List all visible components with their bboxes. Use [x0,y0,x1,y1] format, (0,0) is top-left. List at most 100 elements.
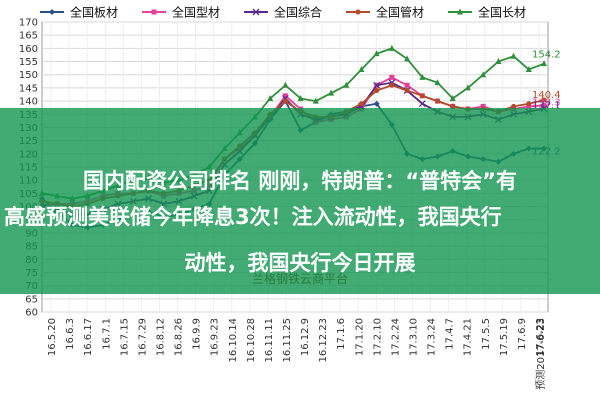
legend: 全国板材 全国型材 全国综合 全国管材 全国长材 [40,5,526,20]
end-value-label: 137.1 [532,101,561,112]
y-tick-label: 150 [19,70,38,81]
data-point [389,82,395,88]
y-tick-label: 60 [25,308,38,319]
x-tick-label: 17.4.7 [445,318,456,350]
x-tick-label: 16.9.23 [210,318,221,356]
data-point [525,65,532,72]
data-point [328,89,335,96]
data-point [267,94,274,101]
data-point [358,101,364,107]
x-tick-label: 17.1.20 [354,318,365,356]
x-tick-label: 16.6.3 [65,318,76,350]
y-tick-label: 160 [19,44,38,55]
x-tick-label: 16.8.12 [155,318,166,356]
legend-item-0: 全国板材 [40,5,118,20]
data-point [450,103,456,109]
data-point [480,103,486,109]
data-point [252,8,260,16]
x-tick-label: 17.2.24 [390,318,401,356]
data-point [49,9,55,15]
legend-item-4: 全国长材 [448,5,526,20]
x-tick-label: 16.6.17 [83,318,94,356]
x-tick-label: 17.3.10 [408,318,419,356]
data-point [419,93,425,99]
x-tick-label: 17.1.6 [336,318,347,350]
y-tick-label: 155 [19,57,38,68]
data-point [389,74,395,80]
data-point [495,58,502,65]
data-point [373,50,380,57]
overlay-line-3: 动性，我国央行今日开展 [184,251,416,275]
legend-label: 全国板材 [70,5,118,20]
x-tick-label: 17.5.5 [481,318,492,350]
data-point [282,81,289,88]
data-point [449,94,456,101]
x-tick-label: 16.10.14 [228,318,239,363]
data-point [373,81,381,89]
data-point [511,103,517,109]
data-point [374,88,380,94]
legend-label: 全国型材 [172,5,220,20]
legend-item-3: 全国管材 [346,5,424,20]
data-point [151,9,157,15]
x-tick-label: 17.4.21 [463,318,474,356]
data-point [541,97,547,103]
overlay-banner: 国内配资公司排名 刚刚，特朗普：“普特会”有 高盛预测美联储今年降息3次！注入流… [0,108,600,294]
overlay-line-2: 高盛预测美联储今年降息3次！注入流动性，我国央行 [4,205,502,229]
data-point [526,101,532,107]
legend-item-2: 全国综合 [244,5,322,20]
x-tick-label: 16.10.28 [246,318,257,363]
x-tick-label: 16.7.29 [137,318,148,356]
data-point [388,44,395,51]
x-tick-label-forecast: 预测2017-6-23 [534,318,547,390]
data-point [419,73,426,80]
end-value-label: 140.4 [532,90,561,101]
end-value-label: 138.3 [532,98,561,109]
legend-label: 全国管材 [376,5,424,20]
watermark: 兰格钢铁云商平台 [251,272,348,286]
data-point [510,52,517,59]
x-tick-label: 16.9.9 [192,318,203,350]
data-point [358,65,365,72]
data-point [312,97,319,104]
x-tick-label: 16.12.23 [318,318,329,363]
y-tick-label: 165 [19,31,38,42]
x-tick-label: 17.6.9 [517,318,528,350]
x-tick-label: 17.2.10 [372,318,383,356]
overlay-line-1: 国内配资公司排名 刚刚，特朗普：“普特会”有 [83,169,517,193]
data-point [435,98,441,104]
end-value-label: 154.2 [532,50,561,61]
x-tick-label: 16.8.26 [174,318,185,356]
x-tick-label: 16.5.20 [47,318,58,356]
data-point [404,55,411,62]
x-axis: 16.5.20 16.6.3 16.6.17 16.7.1 16.7.15 16.7.29… [47,318,547,390]
data-point [434,79,441,86]
x-tick-label: 17.6.23 [535,318,546,356]
data-point [355,9,361,15]
data-point [418,100,426,108]
data-point [282,98,288,104]
legend-label: 全国长材 [478,5,526,20]
y-tick-label: 65 [25,294,38,305]
data-point [464,84,471,91]
data-point [541,60,547,67]
x-tick-label: 17.5.19 [499,318,510,356]
x-tick-label: 16.7.15 [119,318,130,356]
data-point [457,8,463,15]
data-point [282,93,288,99]
data-point [526,103,532,109]
data-point [541,103,547,109]
legend-item-1: 全国型材 [142,5,220,20]
x-tick-label: 16.7.1 [101,318,112,350]
data-point [480,71,487,78]
data-point [343,81,350,88]
data-point [404,88,410,94]
x-tick-label: 16.11.11 [264,318,275,363]
x-tick-label: 17.3.24 [427,318,438,356]
data-point [404,82,410,88]
y-tick-label: 170 [19,18,38,29]
x-tick-label: 16.11.25 [282,318,293,363]
data-point [297,94,304,101]
legend-label: 全国综合 [274,5,322,20]
